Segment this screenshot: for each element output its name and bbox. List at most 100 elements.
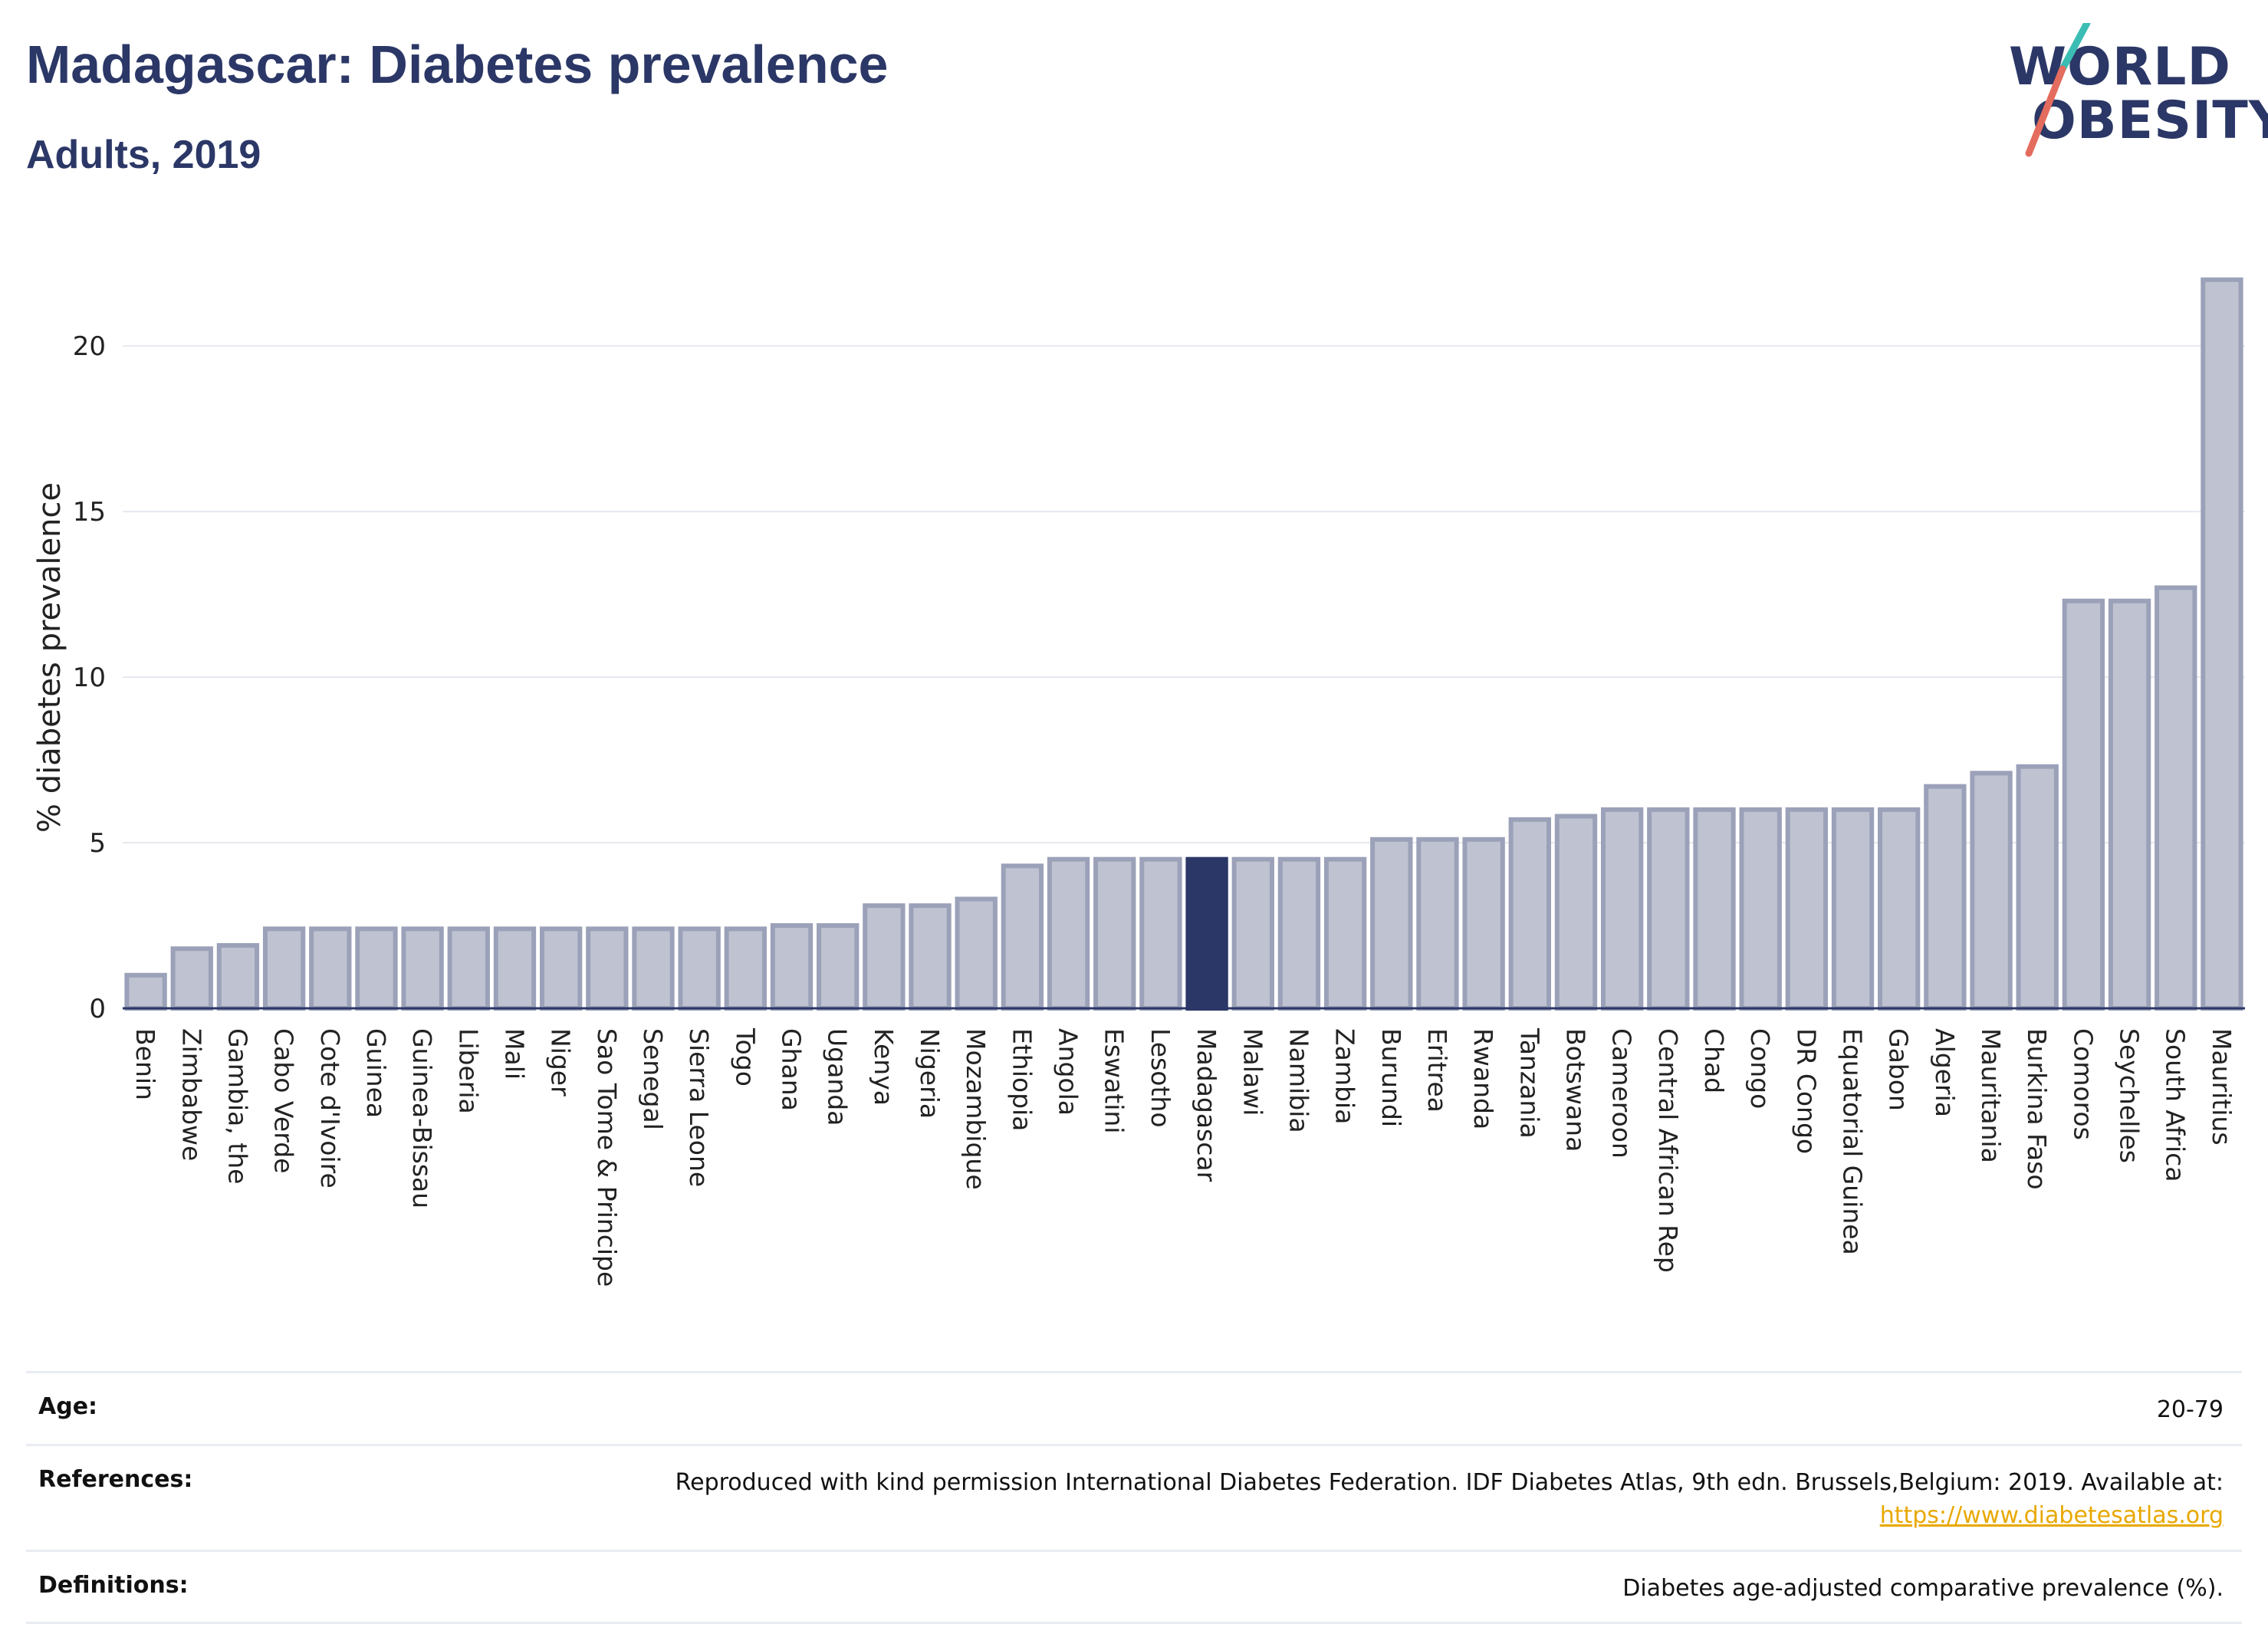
x-tick-label: Malawi: [1238, 1028, 1267, 1116]
x-tick-label: Chad: [1699, 1028, 1729, 1093]
info-row-definitions: Definitions: Diabetes age-adjusted compa…: [26, 1549, 2242, 1624]
x-tick-label: Senegal: [638, 1028, 668, 1130]
x-tick-label: Lesotho: [1146, 1028, 1175, 1128]
bar: [216, 942, 260, 1011]
x-tick-label: Madagascar: [1192, 1028, 1221, 1182]
y-tick-label: 15: [73, 497, 106, 528]
bar: [1831, 807, 1875, 1011]
x-tick-label: Tanzania: [1514, 1027, 1544, 1139]
page-title: Madagascar: Diabetes prevalence: [26, 35, 889, 94]
x-tick-label: Benin: [130, 1028, 160, 1100]
bar: [955, 896, 998, 1011]
bar-highlighted: [1185, 856, 1228, 1011]
bar: [170, 946, 213, 1011]
x-tick-label: Cote d'Ivoire: [315, 1028, 345, 1189]
x-tick-label: Uganda: [823, 1028, 853, 1126]
bar: [1785, 807, 1829, 1011]
bar: [1970, 771, 2013, 1011]
x-tick-label: Cabo Verde: [269, 1028, 299, 1173]
bar: [1001, 863, 1044, 1011]
bar: [1323, 856, 1367, 1011]
bar: [1370, 837, 1413, 1011]
x-tick-label: Central African Rep: [1653, 1028, 1683, 1273]
x-tick-label: Rwanda: [1468, 1028, 1498, 1129]
x-tick-label: Eswatini: [1099, 1028, 1129, 1133]
x-tick-label: Niger: [546, 1028, 576, 1096]
bar: [1416, 837, 1459, 1011]
world-obesity-logo: WORLD OBESITY: [2001, 23, 2268, 161]
page-subtitle: Adults, 2019: [26, 133, 261, 177]
x-tick-label: Congo: [1745, 1028, 1775, 1109]
bar: [1924, 784, 1967, 1011]
info-table: Age: 20-79 References: Reproduced with k…: [26, 1371, 2242, 1624]
bar: [2062, 598, 2105, 1011]
bar: [1277, 856, 1321, 1011]
x-tick-label: Zambia: [1330, 1028, 1360, 1124]
bar: [355, 926, 398, 1011]
x-tick-label: Botswana: [1560, 1028, 1590, 1152]
bar: [1047, 856, 1090, 1011]
bar: [447, 926, 490, 1011]
x-tick-label: Mauritius: [2207, 1028, 2237, 1146]
bar-chart: 0 5 10 15 20 Benin Zimbabwe Gambia, the Cabo Ver…: [32, 277, 2245, 1287]
y-tick-label: 0: [89, 994, 106, 1024]
x-tick-label: Burkina Faso: [2022, 1028, 2052, 1190]
x-tick-label: Eritrea: [1422, 1028, 1452, 1113]
bar: [2155, 585, 2197, 1011]
bar: [678, 926, 721, 1011]
y-tick-label: 5: [89, 828, 106, 859]
bar: [1878, 807, 1921, 1011]
x-tick-label: Nigeria: [915, 1028, 945, 1119]
x-tick-label: Namibia: [1284, 1028, 1313, 1133]
x-tick-label: Guinea: [361, 1028, 391, 1118]
info-row-references: References: Reproduced with kind permiss…: [26, 1443, 2242, 1550]
x-tick-label: Mauritania: [1976, 1028, 2006, 1163]
x-tick-label: Guinea-Bissau: [407, 1028, 437, 1208]
age-label: Age:: [38, 1393, 98, 1420]
y-tick-label: 10: [73, 662, 106, 693]
bar: [1093, 856, 1136, 1011]
x-tick-label: Liberia: [453, 1028, 483, 1114]
bar: [539, 926, 583, 1011]
age-value: 20-79: [2156, 1396, 2224, 1423]
bar: [909, 903, 952, 1011]
references-label: References:: [38, 1465, 193, 1493]
bar: [1554, 814, 1598, 1011]
x-tick-label: Burundi: [1376, 1028, 1406, 1127]
bar: [1139, 856, 1182, 1011]
x-tick-label: Togo: [730, 1027, 760, 1087]
bar: [817, 923, 860, 1011]
logo-line-2: OBESITY: [2032, 90, 2268, 151]
logo-line-1: WORLD: [2009, 37, 2231, 97]
bar: [863, 903, 906, 1011]
x-tick-label: Mozambique: [961, 1028, 991, 1190]
bar: [2016, 764, 2059, 1011]
x-tick-label: Ghana: [777, 1028, 807, 1111]
bar: [309, 926, 352, 1011]
y-tick-label: 20: [73, 331, 106, 362]
references-link[interactable]: https://www.diabetesatlas.org: [1879, 1502, 2224, 1529]
x-tick-label: South Africa: [2161, 1028, 2191, 1182]
bar: [632, 926, 675, 1011]
x-tick-label: Angola: [1053, 1028, 1083, 1116]
info-row-age: Age: 20-79: [26, 1371, 2242, 1444]
definitions-label: Definitions:: [38, 1571, 189, 1599]
references-text: Reproduced with kind permission Internat…: [675, 1468, 2224, 1496]
x-tick-label: Zimbabwe: [176, 1028, 206, 1161]
x-tick-label: DR Congo: [1791, 1028, 1821, 1154]
bar: [124, 972, 167, 1011]
definitions-value: Diabetes age-adjusted comparative preval…: [1622, 1574, 2224, 1602]
x-tick-label: Equatorial Guinea: [1838, 1028, 1868, 1255]
bar: [2201, 277, 2243, 1011]
bar: [1739, 807, 1782, 1011]
x-tick-label: Seychelles: [2115, 1028, 2145, 1163]
bar: [1508, 817, 1551, 1011]
bar: [1231, 856, 1274, 1011]
x-tick-label: Gabon: [1884, 1028, 1914, 1111]
references-value: Reproduced with kind permission Internat…: [675, 1466, 2224, 1533]
x-tick-label: Cameroon: [1607, 1028, 1637, 1159]
bar: [1647, 807, 1690, 1011]
x-tick-label: Mali: [499, 1028, 529, 1080]
x-tick-label: Ethiopia: [1007, 1028, 1037, 1131]
bar: [2108, 598, 2151, 1011]
